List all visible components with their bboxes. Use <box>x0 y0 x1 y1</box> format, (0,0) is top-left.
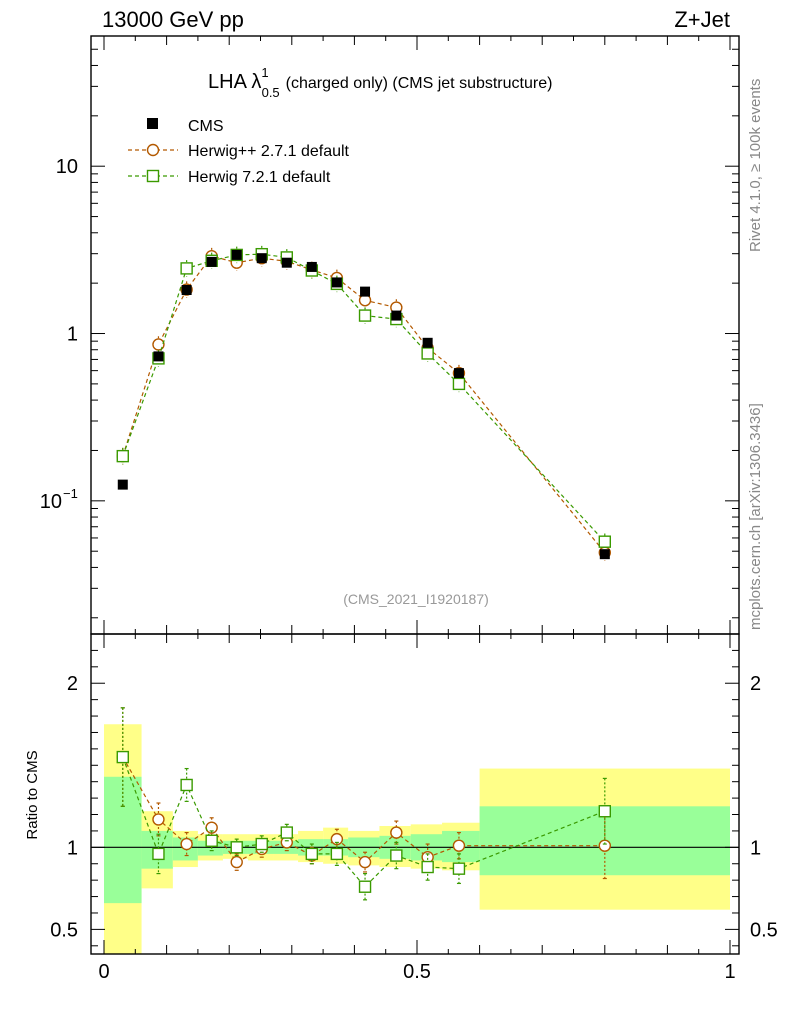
herwig7-ratio-point <box>180 778 193 792</box>
ratio-y-tick-label-right: 0.5 <box>750 919 778 941</box>
herwig7-ratio-point <box>598 805 611 818</box>
y-tick-label: 10 <box>40 491 62 513</box>
energy-label: 13000 GeV pp <box>102 7 244 32</box>
legend-herwig7-marker <box>146 169 160 183</box>
herwig7-main-point <box>421 347 434 360</box>
herwig7-main-point <box>116 449 129 463</box>
herwig7-ratio-point <box>116 750 129 764</box>
herwig7-main-point <box>598 535 611 548</box>
ratio-tick-labels: 2 2 1 1 0.5 0.5 <box>50 673 778 941</box>
cms-data-point <box>153 351 164 362</box>
ratio-ticks <box>91 634 739 954</box>
title-superscript: 1 <box>261 65 268 80</box>
cms-data-point <box>256 253 267 264</box>
herwigpp-ratio-point <box>180 837 193 851</box>
ratio-y-tick-label: 1 <box>67 837 78 859</box>
herwig7-ratio-point <box>330 847 344 861</box>
herwigpp-main-line <box>122 255 606 554</box>
herwig7-ratio-point <box>452 862 466 875</box>
ratio-y-tick-label: 0.5 <box>50 919 78 941</box>
herwig7-ratio-point <box>205 834 218 847</box>
cms-data-point <box>422 337 433 348</box>
herwigpp-ratio-point <box>452 839 466 852</box>
ratio-y-tick-label: 2 <box>67 673 78 695</box>
legend-herwig7-label: Herwig 7.2.1 default <box>188 169 331 186</box>
herwigpp-ratio-point <box>358 855 372 869</box>
herwigpp-main-point <box>152 338 165 351</box>
y-tick-label-exponent: −1 <box>63 486 78 501</box>
main-ticks <box>91 35 739 634</box>
x-tick-labels: 0 0.5 1 <box>98 961 735 983</box>
cms-data-point <box>360 286 371 297</box>
herwig7-ratio-point <box>255 837 268 851</box>
cms-data-point <box>453 368 464 379</box>
y-tick-label: 10 <box>56 156 78 178</box>
ratio-data-layer <box>116 707 611 901</box>
main-data-layer <box>116 245 611 561</box>
legend-herwigpp-marker <box>146 143 160 157</box>
x-tick-label: 0 <box>98 961 109 983</box>
herwig7-main-point <box>180 262 193 275</box>
herwig7-ratio-point <box>305 847 319 861</box>
herwigpp-ratio-point <box>230 855 243 869</box>
cms-data-point <box>206 256 217 267</box>
cms-data-point <box>599 549 610 560</box>
ratio-panel: 2 2 1 1 0.5 0.5 Ratio to CMS <box>24 633 778 955</box>
legend: CMS Herwig++ 2.7.1 default Herwig 7.2.1 … <box>128 118 350 186</box>
herwig7-main-point <box>358 309 372 322</box>
ratio-y-tick-label-right: 1 <box>750 837 761 859</box>
legend-cms-marker <box>147 118 158 129</box>
herwigpp-ratio-point <box>152 813 165 826</box>
herwigpp-ratio-point <box>330 832 344 846</box>
cms-data-point <box>306 261 317 272</box>
title-main: LHA λ <box>208 71 261 93</box>
herwig7-ratio-point <box>421 860 434 874</box>
x-tick-label: 1 <box>724 961 735 983</box>
analysis-id-label: (CMS_2021_I1920187) <box>343 591 489 607</box>
rivet-version-label: Rivet 4.1.0, ≥ 100k events <box>747 79 764 252</box>
y-tick-label: 1 <box>67 324 78 346</box>
mcplots-label: mcplots.cern.ch [arXiv:1306.3436] <box>747 403 764 630</box>
ratio-stat-band <box>104 776 142 904</box>
chart-title: LHA λ1 0.5 (charged only) (CMS jet substru… <box>208 65 552 100</box>
herwigpp-ratio-point <box>390 826 403 839</box>
herwig7-ratio-point <box>358 880 372 893</box>
process-label: Z+Jet <box>674 7 730 32</box>
ratio-y-tick-label-right: 2 <box>750 673 761 695</box>
herwig7-ratio-point <box>230 841 243 854</box>
cms-data-point <box>117 479 128 490</box>
cms-data-point <box>331 277 342 288</box>
herwig7-main-point <box>452 377 466 391</box>
herwigpp-ratio-point <box>598 839 611 852</box>
title-subscript: 0.5 <box>262 85 280 100</box>
legend-herwigpp-label: Herwig++ 2.7.1 default <box>188 143 350 160</box>
ratio-frame <box>90 633 740 955</box>
cms-data-point <box>181 285 192 296</box>
cms-data-point <box>281 257 292 268</box>
cms-data-point <box>391 310 402 321</box>
ratio-y-axis-label: Ratio to CMS <box>24 750 41 839</box>
x-tick-label: 0.5 <box>403 961 431 983</box>
herwig7-ratio-point <box>280 826 293 839</box>
herwig7-ratio-point <box>152 847 165 861</box>
legend-cms-label: CMS <box>188 118 224 135</box>
title-rest: (charged only) (CMS jet substructure) <box>286 75 553 92</box>
herwig7-ratio-point <box>390 849 403 862</box>
cms-data-point <box>231 249 242 260</box>
